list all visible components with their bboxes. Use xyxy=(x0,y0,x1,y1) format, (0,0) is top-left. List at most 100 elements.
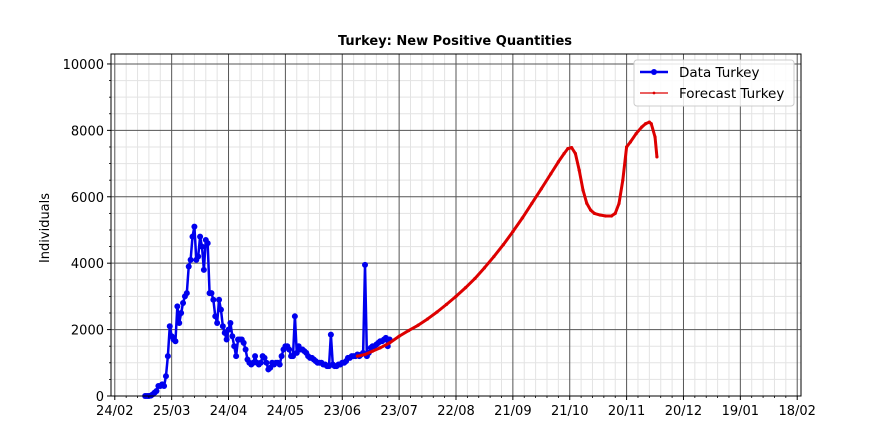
data-point xyxy=(435,310,439,314)
data-point xyxy=(592,211,596,215)
data-point xyxy=(355,354,360,358)
data-point xyxy=(362,261,369,268)
data-point xyxy=(407,328,411,333)
data-point xyxy=(520,216,524,220)
data-point xyxy=(454,294,458,298)
data-point xyxy=(153,388,160,395)
data-point xyxy=(164,353,171,360)
data-point xyxy=(492,254,496,259)
data-point xyxy=(229,333,236,340)
y-tick-label: 2000 xyxy=(71,324,104,339)
data-point xyxy=(227,319,234,326)
data-point xyxy=(191,223,198,230)
data-point xyxy=(286,346,293,353)
data-point xyxy=(197,233,204,240)
x-tick-label: 19/01 xyxy=(722,404,759,419)
data-point xyxy=(291,313,298,320)
data-point xyxy=(252,353,259,360)
data-point xyxy=(566,147,570,151)
data-point xyxy=(219,323,226,330)
data-point xyxy=(180,300,187,307)
data-point xyxy=(231,343,238,350)
data-point xyxy=(598,213,602,217)
data-point xyxy=(216,296,223,303)
data-point xyxy=(501,242,505,247)
data-point xyxy=(327,331,334,338)
x-tick-label: 20/11 xyxy=(608,404,645,419)
data-point xyxy=(195,253,202,260)
x-tick-label: 23/06 xyxy=(324,404,361,419)
data-point xyxy=(200,266,207,273)
x-tick-label: 25/03 xyxy=(153,404,190,419)
data-point xyxy=(609,214,614,218)
data-point xyxy=(539,187,543,191)
data-point xyxy=(530,201,534,206)
x-tick-label: 21/09 xyxy=(494,404,531,419)
legend-swatch-marker xyxy=(651,69,657,75)
data-point xyxy=(183,290,190,297)
data-point xyxy=(223,336,230,343)
y-tick-label: 4000 xyxy=(71,257,104,272)
data-point xyxy=(625,145,629,149)
data-point xyxy=(617,201,621,206)
x-tick-label: 18/02 xyxy=(778,404,815,419)
x-tick-label: 22/08 xyxy=(437,404,474,419)
y-tick-label: 0 xyxy=(96,390,104,405)
data-point xyxy=(562,152,566,156)
data-point xyxy=(655,155,659,159)
data-point xyxy=(628,140,633,144)
data-point xyxy=(649,122,653,126)
data-point xyxy=(604,214,608,218)
data-point xyxy=(634,132,638,136)
data-point xyxy=(370,349,375,353)
data-point xyxy=(278,353,285,360)
legend: Data Turkey Forecast Turkey xyxy=(633,59,795,107)
data-point xyxy=(166,323,173,330)
data-point xyxy=(388,341,392,345)
data-point xyxy=(162,373,169,380)
legend-swatch-marker xyxy=(652,91,656,95)
data-point xyxy=(581,188,585,192)
data-point xyxy=(276,361,283,368)
data-point xyxy=(585,201,589,206)
data-point xyxy=(653,135,657,139)
data-point xyxy=(643,122,648,126)
data-point xyxy=(189,233,196,240)
data-point xyxy=(640,125,644,129)
data-point xyxy=(210,296,217,303)
series-data xyxy=(142,223,393,399)
data-point xyxy=(242,346,249,353)
x-tick-label: 23/07 xyxy=(380,404,417,419)
data-point xyxy=(482,266,487,270)
legend-label: Data Turkey xyxy=(679,65,759,81)
data-point xyxy=(214,319,221,326)
data-point xyxy=(577,168,581,172)
data-point xyxy=(240,339,247,346)
data-point xyxy=(172,338,179,345)
data-point xyxy=(233,353,240,360)
data-point xyxy=(161,383,168,390)
data-point xyxy=(257,359,264,366)
data-point xyxy=(511,230,515,234)
y-tick-label: 10000 xyxy=(63,58,104,73)
data-point xyxy=(549,172,553,176)
data-point xyxy=(397,334,401,338)
data-point xyxy=(187,256,194,263)
ticks-layer: 24/02 25/03 24/04 24/05 23/06 23/07 22/08 21/09… xyxy=(63,58,816,419)
y-tick-label: 6000 xyxy=(71,191,104,206)
data-point xyxy=(556,160,560,164)
data-point xyxy=(473,276,477,281)
data-point xyxy=(225,326,232,333)
data-point xyxy=(208,290,215,297)
data-point xyxy=(416,323,420,327)
data-point xyxy=(573,152,578,156)
data-point xyxy=(378,346,382,350)
data-point xyxy=(174,303,181,310)
data-point xyxy=(425,317,430,321)
legend-label: Forecast Turkey xyxy=(679,86,784,102)
legend-box xyxy=(633,59,795,107)
x-tick-label: 24/04 xyxy=(210,404,247,419)
data-point xyxy=(178,309,185,316)
data-point xyxy=(444,302,449,306)
